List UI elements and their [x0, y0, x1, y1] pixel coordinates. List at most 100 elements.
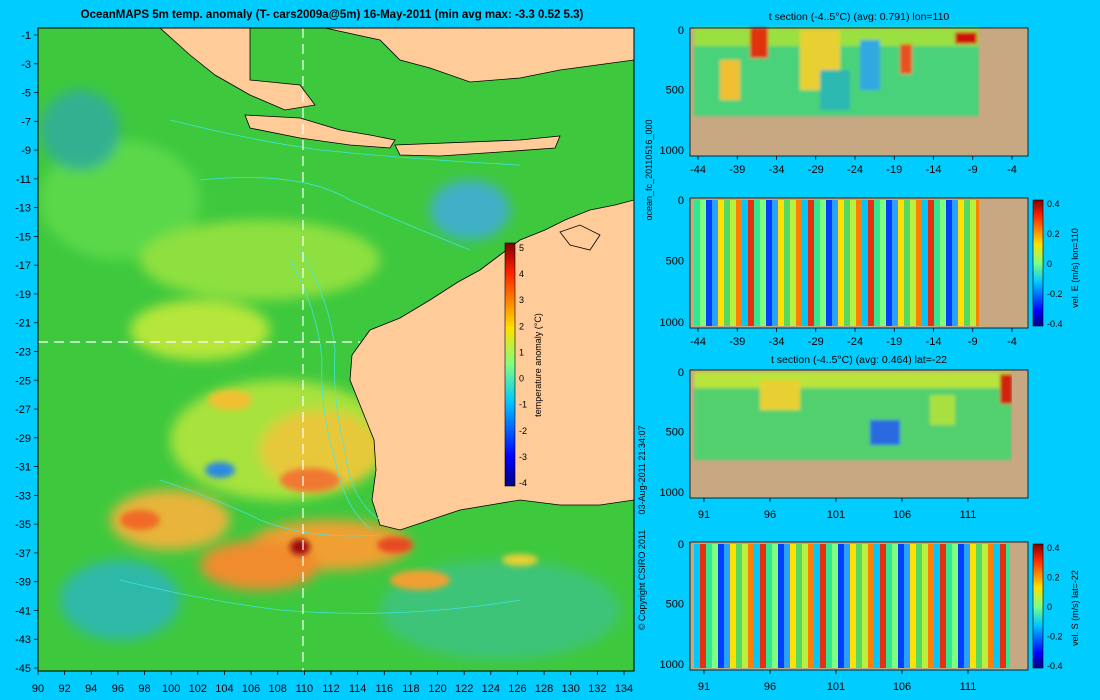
depth-tick-label: 1000	[660, 317, 684, 329]
velocity-stripe	[694, 544, 700, 668]
longitude-axis: 90 92 94 96 98 100 102 104 106 108 110 112 114 116 118…	[32, 671, 633, 695]
velocity-stripe	[886, 200, 892, 326]
longitude-tick-label: 108	[269, 683, 287, 695]
longitude-tick-label: 100	[162, 683, 180, 695]
velocity-stripe	[748, 544, 754, 668]
panel-colorbar-tick-label: -0.2	[1047, 289, 1063, 299]
panel-colorbar-tick-label: 0.4	[1047, 199, 1060, 209]
longitude-tick-label: 120	[428, 683, 446, 695]
panel-colorbar-tick-label: 0.2	[1047, 229, 1060, 239]
velocity-stripe	[892, 200, 898, 326]
run-id-label: ocean_fc_20110516_000	[644, 120, 654, 221]
depth-tick-label: 1000	[660, 145, 684, 157]
latitude-tick-label: -3	[21, 59, 31, 71]
panel-colorbar	[1032, 199, 1044, 327]
section-tick-label: 101	[827, 681, 845, 693]
section-tick-label: -44	[690, 336, 706, 348]
velocity-stripe	[952, 200, 958, 326]
velocity-stripe	[736, 200, 742, 326]
velocity-stripe	[922, 200, 928, 326]
longitude-tick-label: 92	[59, 683, 71, 695]
panel-colorbar-label: vel. E (m/s) lon=110	[1070, 228, 1080, 308]
velocity-stripe	[802, 200, 808, 326]
velocity-stripe	[760, 544, 766, 668]
longitude-tick-label: 132	[588, 683, 606, 695]
section-tick-label: -9	[968, 164, 978, 176]
longitude-tick-label: 116	[375, 683, 393, 695]
velocity-stripe	[970, 544, 976, 668]
latitude-tick-label: -13	[15, 203, 31, 215]
longitude-tick-label: 110	[296, 683, 314, 695]
velocity-stripe	[940, 200, 946, 326]
velocity-stripe	[700, 200, 706, 326]
section-tick-label: 106	[893, 681, 911, 693]
section-tick-label: -24	[847, 164, 863, 176]
velocity-stripe	[904, 544, 910, 668]
velocity-stripe	[958, 200, 964, 326]
longitude-tick-label: 122	[455, 683, 473, 695]
velocity-stripe	[868, 544, 874, 668]
velocity-stripe	[712, 200, 718, 326]
latitude-tick-label: -43	[15, 634, 31, 646]
longitude-tick-label: 114	[349, 683, 367, 695]
velocity-stripe	[772, 544, 778, 668]
velocity-stripe	[778, 544, 784, 668]
velocity-stripe	[880, 544, 886, 668]
velocity-stripe	[892, 544, 898, 668]
velocity-stripe	[928, 544, 934, 668]
velocity-stripe	[724, 200, 730, 326]
section-tick-label: -29	[808, 164, 824, 176]
velocity-stripe	[790, 200, 796, 326]
velocity-stripe	[844, 544, 850, 668]
eddies	[120, 390, 538, 590]
latitude-tick-label: -35	[15, 519, 31, 531]
depth-tick-label: 500	[666, 426, 684, 438]
velocity-stripe	[976, 544, 982, 668]
velocity-stripe	[910, 544, 916, 668]
panel-vel-e-lon: vel. E (m/s) lon=110	[689, 197, 1080, 329]
panel-title: t section (-4..5°C) (avg: 0.464) lat=-22	[771, 354, 947, 366]
velocity-stripe	[856, 200, 862, 326]
section-tick-label: -4	[1007, 164, 1017, 176]
velocity-stripe	[784, 200, 790, 326]
velocity-stripe	[1006, 544, 1012, 668]
velocity-stripe	[706, 200, 712, 326]
panel-t-section-lat: t section (-4..5°C) (avg: 0.464) lat=-22	[689, 354, 1029, 499]
map-title: OceanMAPS 5m temp. anomaly (T- cars2009a…	[81, 9, 584, 21]
velocity-stripe	[886, 544, 892, 668]
panel-title: t section (-4..5°C) (avg: 0.791) lon=110	[769, 11, 950, 23]
colorbar-tick-label: -1	[519, 400, 527, 410]
velocity-stripe	[988, 544, 994, 668]
longitude-tick-label: 102	[189, 683, 207, 695]
velocity-stripe	[838, 544, 844, 668]
velocity-stripes	[694, 544, 1012, 668]
velocity-stripe	[934, 200, 940, 326]
velocity-stripes	[694, 200, 982, 326]
velocity-stripe	[856, 544, 862, 668]
velocity-stripe	[820, 544, 826, 668]
velocity-stripe	[898, 544, 904, 668]
velocity-stripe	[928, 200, 934, 326]
velocity-stripe	[694, 200, 700, 326]
longitude-tick-label: 126	[508, 683, 526, 695]
section-tick-label: -34	[769, 164, 785, 176]
timestamp-label: 03-Aug-2011 21:34:07	[637, 426, 647, 515]
velocity-stripe	[760, 200, 766, 326]
section-tick-label: 96	[764, 681, 776, 693]
velocity-stripe	[916, 200, 922, 326]
velocity-stripe	[754, 200, 760, 326]
section-tick-label: 91	[698, 509, 710, 521]
latitude-tick-label: -7	[21, 116, 31, 128]
velocity-stripe	[994, 544, 1000, 668]
velocity-stripe	[934, 544, 940, 668]
depth-tick-label: 1000	[660, 659, 684, 671]
colorbar-tick-label: 0	[519, 374, 524, 384]
latitude-tick-label: -17	[15, 260, 31, 272]
depth-tick-label: 1000	[660, 487, 684, 499]
panel-colorbar	[1032, 543, 1044, 669]
section-tick-label: -29	[808, 336, 824, 348]
panel-colorbar-tick-label: 0.4	[1047, 543, 1060, 553]
section-tick-label: -39	[729, 336, 745, 348]
section-tick-label: 111	[960, 509, 977, 521]
colorbar-tick-label: -3	[519, 452, 527, 462]
